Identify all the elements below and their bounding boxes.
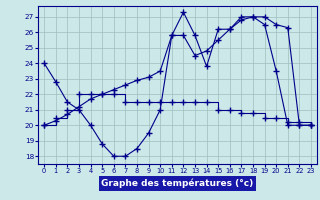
- X-axis label: Graphe des températures (°c): Graphe des températures (°c): [101, 178, 254, 188]
